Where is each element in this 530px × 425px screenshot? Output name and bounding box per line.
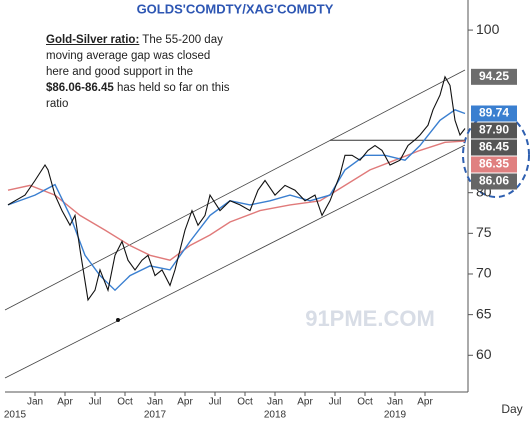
watermark: 91PME.COM	[305, 306, 435, 331]
y-tick-label: 65	[476, 305, 492, 321]
x-tick-label: Apr	[417, 397, 433, 408]
x-tick-label: Oct	[357, 397, 373, 408]
y-tick-label: 100	[476, 21, 500, 37]
series-line	[7, 140, 466, 261]
y-tick-label: 70	[476, 265, 492, 281]
price-label: 87.90	[479, 123, 509, 137]
price-label: 86.35	[479, 157, 509, 171]
x-tick-label: Jul	[329, 397, 342, 408]
price-label-box	[471, 173, 517, 190]
x-tick-label: Apr	[297, 397, 313, 408]
channel-lower	[4, 144, 466, 379]
year-label: 2018	[264, 410, 287, 421]
annotation-range: $86.06-86.45	[46, 82, 114, 94]
x-tick-label: Jul	[209, 397, 222, 408]
x-tick-label: Apr	[57, 397, 73, 408]
x-tick-label: Oct	[237, 397, 253, 408]
annotation-text: The 55-200 day moving average gap was cl…	[46, 34, 223, 78]
price-label-box	[471, 105, 517, 122]
x-axis-label: Day	[501, 402, 522, 416]
y-tick-label: 75	[476, 224, 492, 240]
y-tick-label: 60	[476, 346, 492, 362]
x-tick-label: Jan	[147, 397, 163, 408]
channel-upper	[4, 69, 466, 311]
x-tick-label: Jan	[387, 397, 403, 408]
price-label-box	[471, 122, 517, 139]
year-label: 2019	[384, 410, 407, 421]
year-label: 2017	[144, 410, 167, 421]
x-tick-label: Jan	[27, 397, 43, 408]
price-label-box	[471, 139, 517, 156]
price-label-box	[471, 156, 517, 173]
price-label: 89.74	[479, 106, 509, 120]
marker-dot	[116, 318, 120, 322]
series-line	[7, 109, 466, 292]
series-line	[7, 75, 466, 302]
price-label: 94.25	[479, 69, 509, 83]
price-label-box	[471, 68, 517, 85]
annotation: Gold-Silver ratio: The 55-200 day moving…	[46, 32, 231, 112]
x-tick-label: Jan	[267, 397, 283, 408]
price-label: 86.45	[479, 140, 509, 154]
year-label: 2015	[4, 410, 27, 421]
chart-title: GOLDS'COMDTY/XAG'COMDTY	[137, 1, 334, 16]
annotation-text: has held so far on this ratio	[46, 82, 230, 110]
x-tick-label: Oct	[117, 397, 133, 408]
annotation-heading: Gold-Silver ratio:	[46, 34, 140, 46]
x-tick-label: Apr	[177, 397, 193, 408]
x-tick-label: Jul	[89, 397, 102, 408]
price-label: 86.06	[479, 174, 509, 188]
highlight-ellipse	[462, 112, 530, 198]
